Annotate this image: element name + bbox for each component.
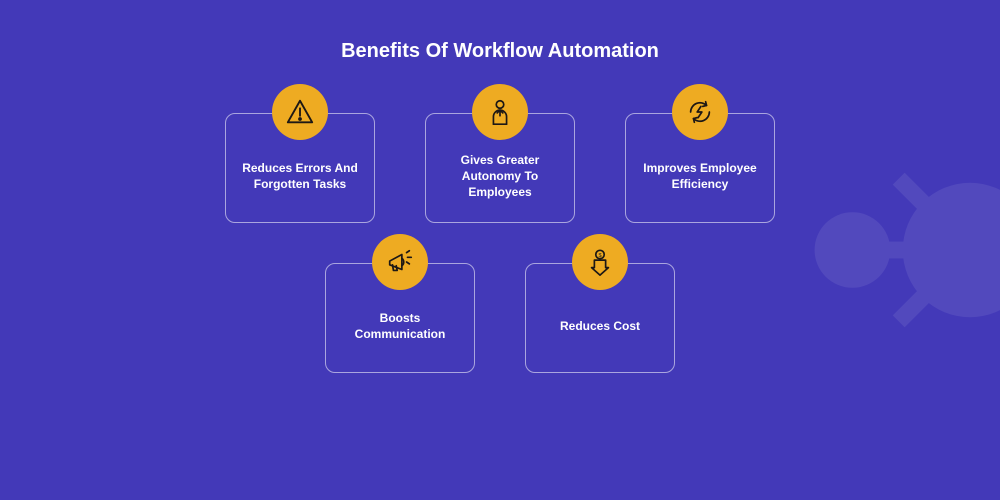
- cost-down-icon: $: [572, 234, 628, 290]
- benefit-card-efficiency: Improves Employee Efficiency: [625, 113, 775, 223]
- content-area: Benefits Of Workflow Automation Reduces …: [0, 0, 1000, 500]
- card-rows: Reduces Errors And Forgotten Tasks Gives…: [225, 113, 775, 373]
- card-row: Boosts Communication $ Reduces Cost: [325, 263, 675, 373]
- page-title: Benefits Of Workflow Automation: [341, 40, 659, 63]
- warning-triangle-icon: [272, 84, 328, 140]
- benefit-card-communication: Boosts Communication: [325, 263, 475, 373]
- person-icon: [472, 84, 528, 140]
- benefit-card-label: Reduces Errors And Forgotten Tasks: [240, 160, 360, 192]
- refresh-bolt-icon: [672, 84, 728, 140]
- megaphone-icon: [372, 234, 428, 290]
- benefit-card-label: Boosts Communication: [340, 310, 460, 342]
- benefit-card-label: Reduces Cost: [560, 318, 640, 334]
- card-row: Reduces Errors And Forgotten Tasks Gives…: [225, 113, 775, 223]
- benefit-card-autonomy: Gives Greater Autonomy To Employees: [425, 113, 575, 223]
- benefit-card-reduces-errors: Reduces Errors And Forgotten Tasks: [225, 113, 375, 223]
- benefit-card-label: Improves Employee Efficiency: [640, 160, 760, 192]
- benefit-card-cost: $ Reduces Cost: [525, 263, 675, 373]
- benefit-card-label: Gives Greater Autonomy To Employees: [440, 152, 560, 201]
